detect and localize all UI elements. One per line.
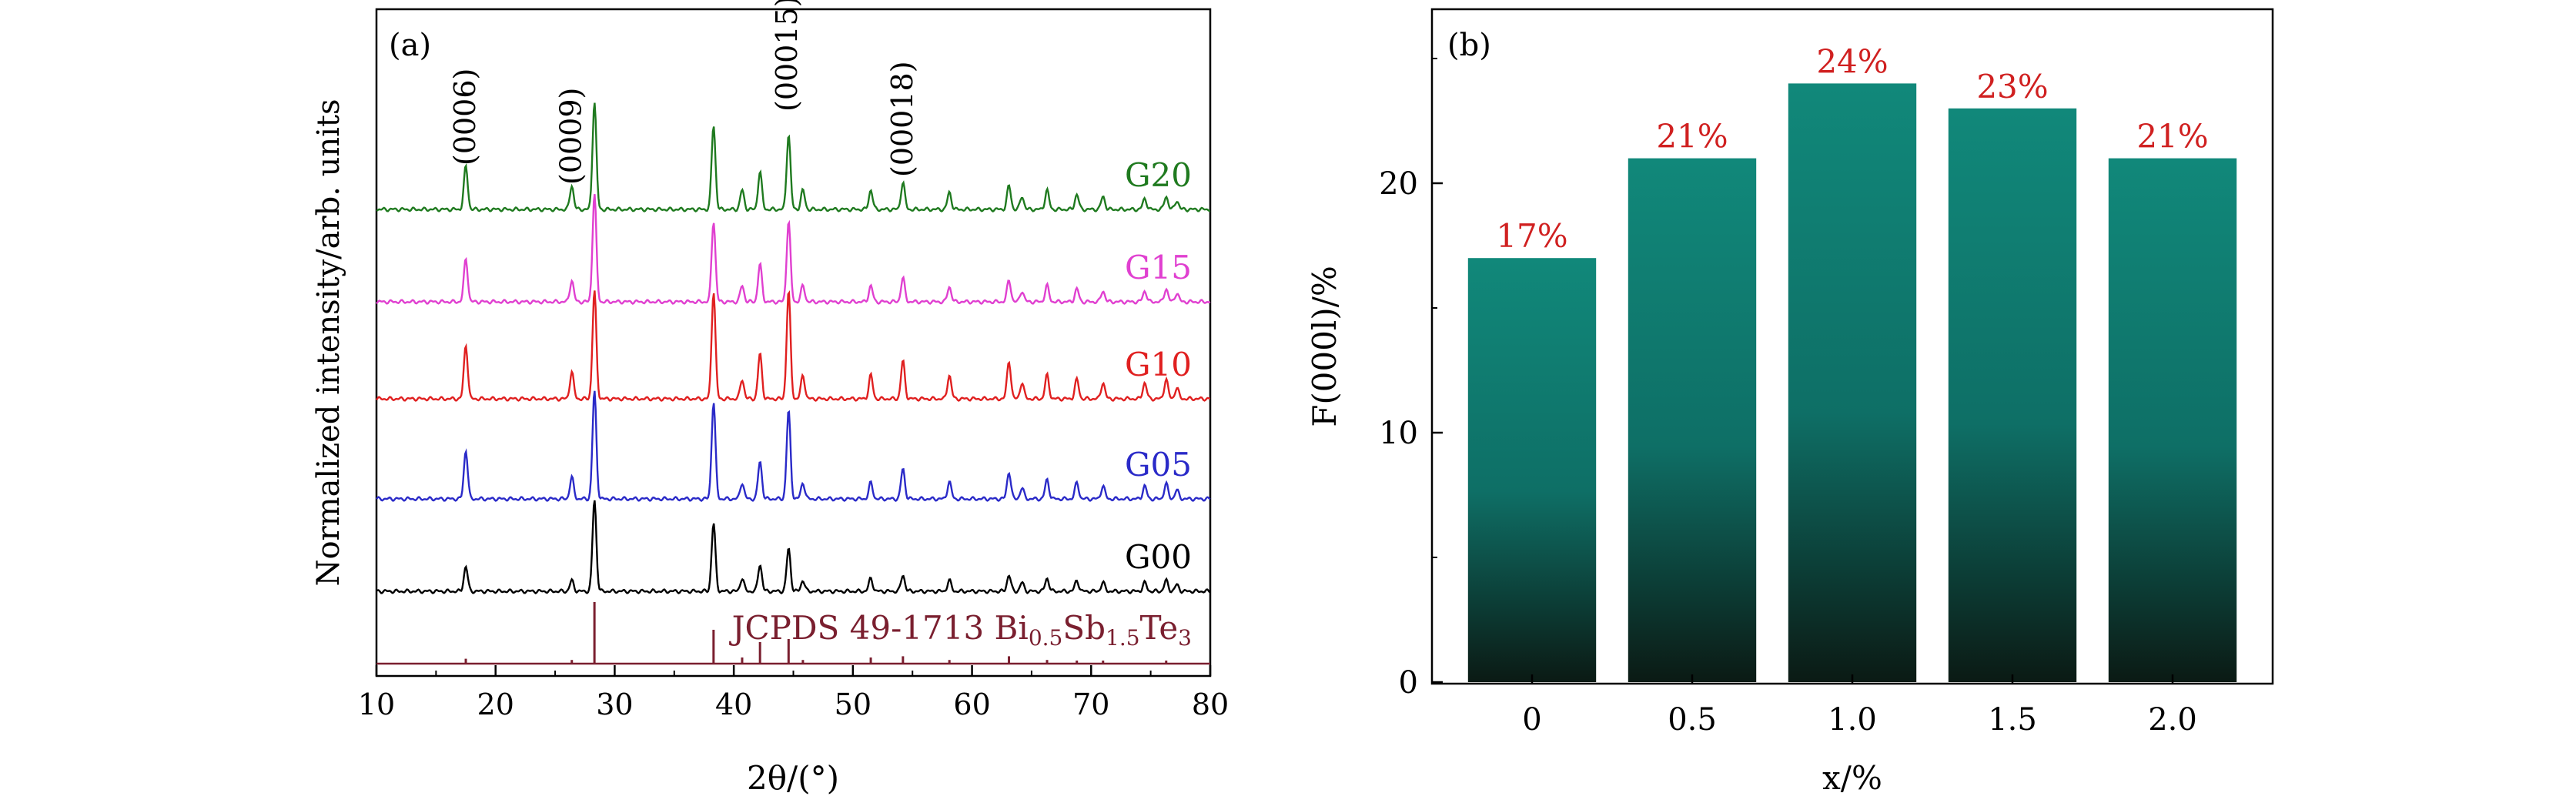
bar-data-label: 24%	[1816, 42, 1888, 80]
peak-label: (0009)	[554, 88, 588, 185]
peak-label: (0006)	[448, 69, 482, 166]
panel-label-b: (b)	[1447, 28, 1491, 63]
peak-labels: (0006) (0009) (00015) (00018)	[448, 0, 919, 185]
x-tick-label: 30	[596, 688, 633, 721]
x-axis-b: 0 0.5 1.0 1.5 2.0	[1522, 674, 2197, 738]
bars	[1467, 83, 2237, 683]
series-line-g15	[376, 194, 1211, 305]
x-tick-label: 80	[1192, 688, 1229, 721]
peak-label: (00018)	[885, 61, 919, 177]
x-axis-a: 10 20 30 40 50 60 70 80	[358, 665, 1229, 721]
x-tick-label: 0	[1522, 702, 1541, 738]
bar	[1628, 158, 1757, 683]
bar	[1788, 83, 1917, 682]
panel-label-a: (a)	[389, 28, 431, 63]
panel-a-xrd-chart: JCPDS 49-1713 Bi0.5Sb1.5Te3 10 20 30 40 50 60…	[311, 0, 1229, 797]
bar-data-label: 17%	[1496, 217, 1567, 255]
x-tick-label: 1.0	[1828, 702, 1877, 738]
bar-data-label: 23%	[1976, 68, 2048, 105]
series-line-g05	[376, 390, 1211, 502]
bar-data-label: 21%	[1656, 118, 1728, 156]
series-label-g20: G20	[1125, 156, 1192, 194]
series-line-g00	[376, 500, 1211, 594]
x-tick-label: 70	[1072, 688, 1109, 721]
bar	[1948, 108, 2077, 683]
y-axis-label-a: Normalized intensity/arb. units	[311, 99, 346, 586]
bar	[2108, 158, 2237, 683]
reference-label: JCPDS 49-1713 Bi0.5Sb1.5Te3	[729, 609, 1192, 651]
peak-label: (00015)	[770, 0, 804, 112]
y-tick-label: 20	[1379, 166, 1418, 202]
x-tick-label: 10	[358, 688, 395, 721]
series-label-g00: G00	[1125, 538, 1192, 576]
series-label-g10: G10	[1125, 346, 1192, 383]
x-axis-label-a: 2θ/(°)	[747, 759, 839, 797]
y-axis-b: 0 10 20	[1379, 58, 1443, 701]
series-label-g05: G05	[1125, 446, 1192, 483]
series-line-g10	[375, 289, 1211, 402]
y-tick-label: 0	[1399, 665, 1418, 701]
y-tick-label: 10	[1379, 416, 1418, 451]
x-tick-label: 40	[715, 688, 752, 721]
x-tick-label: 50	[835, 688, 871, 721]
x-axis-label-b: x/%	[1822, 759, 1882, 797]
y-axis-label-b: F(000l)/%	[1306, 266, 1343, 427]
series-labels: G20 G15 G10 G05 G00	[1125, 156, 1192, 576]
x-tick-label: 0.5	[1668, 702, 1717, 738]
x-tick-label: 1.5	[1988, 702, 2037, 738]
xrd-patterns	[375, 102, 1211, 594]
reference-pattern: JCPDS 49-1713 Bi0.5Sb1.5Te3	[376, 602, 1210, 665]
x-tick-label: 20	[477, 688, 514, 721]
series-label-g15: G15	[1125, 249, 1192, 286]
bar-data-label: 21%	[2136, 118, 2208, 156]
x-tick-label: 60	[953, 688, 990, 721]
series-line-g20	[376, 102, 1211, 212]
x-tick-label: 2.0	[2148, 702, 2197, 738]
bar	[1467, 258, 1597, 682]
bar-data-labels: 17% 21% 24% 23% 21%	[1496, 42, 2208, 255]
